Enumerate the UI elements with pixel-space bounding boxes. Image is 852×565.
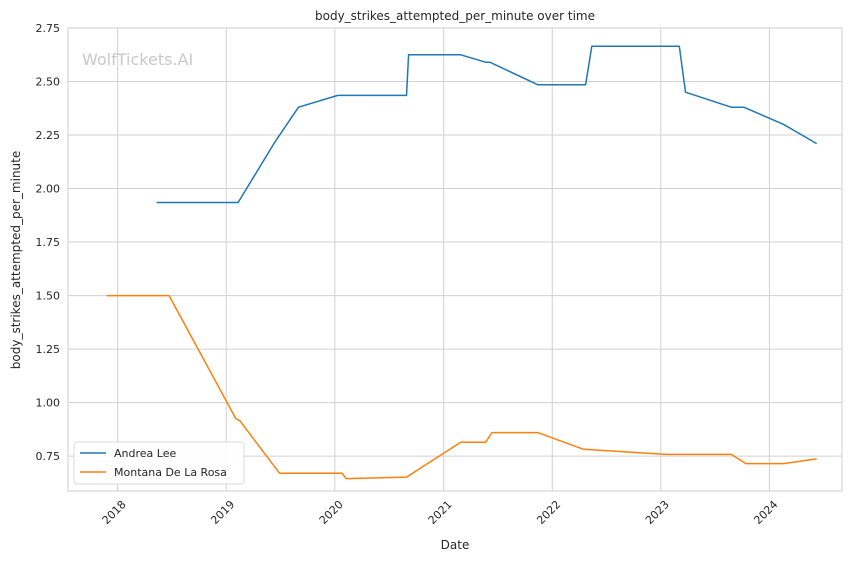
y-axis-label: body_strikes_attempted_per_minute [9,151,23,369]
y-tick-label: 1.50 [36,290,61,303]
legend-box [73,441,245,485]
series-line-2 [106,294,817,480]
y-tick-label: 1.75 [36,236,61,249]
y-tick-label: 2.25 [36,129,61,142]
y-axis-ticks: 0.75 1.00 1.25 1.50 1.75 2.00 2.25 2.50 2.75 [36,22,61,463]
y-tick-label: 2.00 [36,183,61,196]
legend-label: Montana De La Rosa [114,466,227,479]
y-tick-label: 2.75 [36,22,61,35]
axes [67,27,843,492]
plot-area [68,28,842,491]
y-tick-label: 0.75 [36,450,61,463]
x-axis-label: Date [441,538,470,552]
chart-title: body_strikes_attempted_per_minute over t… [315,9,595,23]
watermark: WolfTickets.AI [82,50,193,69]
legend-label: Andrea Lee [114,447,176,460]
legend: Andrea Lee Montana De La Rosa [73,441,245,485]
y-tick-label: 1.00 [36,397,61,410]
series-lines [106,45,818,480]
series-line-1 [156,45,818,204]
plot-frame [67,27,843,492]
y-tick-label: 1.25 [36,343,61,356]
y-tick-label: 2.50 [36,76,61,89]
